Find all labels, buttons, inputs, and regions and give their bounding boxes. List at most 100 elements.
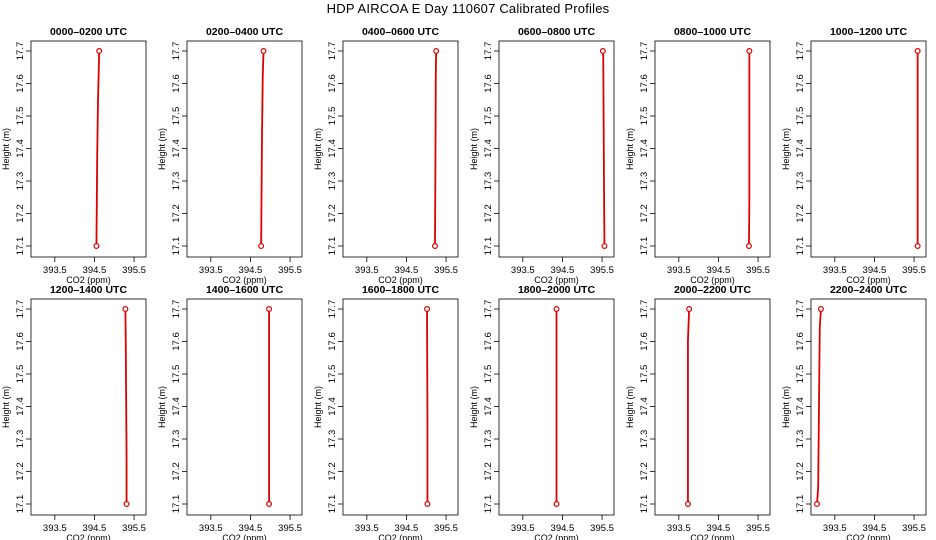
y-axis-label: Height (m) [781,128,791,170]
y-tick-label: 17.1 [795,237,806,256]
y-tick-label: 17.6 [639,332,650,351]
panel-title: 0800–1000 UTC [674,26,751,38]
y-tick-label: 17.6 [483,74,494,93]
y-tick-label: 17.1 [483,495,494,514]
y-tick-label: 17.4 [795,139,806,158]
y-tick-label: 17.5 [171,107,182,126]
x-tick-label: 395.5 [278,523,302,534]
x-axis-label: CO2 (ppm) [690,275,735,285]
y-tick-label: 17.6 [483,332,494,351]
y-tick-label: 17.1 [327,495,338,514]
x-tick-label: 394.5 [707,523,731,534]
y-tick-label: 17.3 [15,172,26,191]
panel-title: 0400–0600 UTC [362,26,439,38]
y-axis-label: Height (m) [157,386,167,428]
x-tick-label: 393.5 [667,265,691,276]
profile-point [96,47,103,54]
y-tick-label: 17.5 [327,365,338,384]
x-tick-label: 394.5 [863,523,887,534]
y-tick-label: 17.1 [483,237,494,256]
y-tick-label: 17.1 [15,495,26,514]
figure-title: HDP AIRCOA E Day 110607 Calibrated Profi… [326,1,610,16]
x-tick-label: 393.5 [823,265,847,276]
x-axis-label: CO2 (ppm) [378,533,423,540]
y-axis-label: Height (m) [1,128,11,170]
y-tick-label: 17.5 [795,365,806,384]
y-tick-label: 17.4 [483,397,494,416]
profile-line [260,50,265,247]
y-tick-label: 17.2 [15,204,26,223]
y-axis-label: Height (m) [157,128,167,170]
x-tick-label: 395.5 [902,523,926,534]
y-tick-label: 17.2 [171,204,182,223]
y-tick-label: 17.4 [795,397,806,416]
y-tick-label: 17.2 [483,462,494,481]
x-axis-label: CO2 (ppm) [222,533,267,540]
x-axis-label: CO2 (ppm) [222,275,267,285]
plot-frame [498,298,615,516]
y-tick-label: 17.4 [15,397,26,416]
x-axis-label: CO2 (ppm) [846,533,891,540]
panel-title: 1800–2000 UTC [518,284,595,296]
x-tick-label: 394.5 [239,265,263,276]
profile-point [93,243,100,250]
x-tick-label: 394.5 [395,265,419,276]
x-tick-label: 393.5 [511,523,535,534]
x-axis-label: CO2 (ppm) [66,533,111,540]
profile-point [553,306,560,313]
y-tick-label: 17.6 [171,332,182,351]
panel-title: 1000–1200 UTC [830,26,907,38]
plot-frame [30,298,147,516]
profile-line [816,308,822,505]
x-axis-label: CO2 (ppm) [534,533,579,540]
x-tick-label: 393.5 [199,265,223,276]
y-tick-label: 17.3 [15,430,26,449]
y-tick-label: 17.6 [795,74,806,93]
y-tick-label: 17.6 [171,74,182,93]
x-tick-label: 393.5 [511,265,535,276]
y-tick-label: 17.3 [639,430,650,449]
plot-frame [654,298,771,516]
x-tick-label: 395.5 [902,265,926,276]
y-tick-label: 17.4 [15,139,26,158]
y-tick-label: 17.2 [639,462,650,481]
y-tick-label: 17.7 [795,42,806,61]
plot-frame [342,298,459,516]
panel-title: 0600–0800 UTC [518,26,595,38]
plot-frame [186,40,303,258]
profile-point [266,306,273,313]
y-tick-label: 17.5 [639,107,650,126]
profile-point [684,501,691,508]
y-tick-label: 17.5 [15,365,26,384]
profile-line [434,50,438,247]
panel-title: 2200–2400 UTC [830,284,907,296]
x-tick-label: 393.5 [355,265,379,276]
x-axis-label: CO2 (ppm) [66,275,111,285]
profile-point [431,243,438,250]
x-tick-label: 395.5 [122,523,146,534]
y-tick-label: 17.6 [639,74,650,93]
panel-title: 1600–1800 UTC [362,284,439,296]
panel-title: 1200–1400 UTC [50,284,127,296]
x-axis-label: CO2 (ppm) [534,275,579,285]
y-tick-label: 17.6 [15,332,26,351]
panel-title: 0200–0400 UTC [206,26,283,38]
y-tick-label: 17.7 [483,300,494,319]
y-tick-label: 17.4 [327,397,338,416]
y-tick-label: 17.1 [639,495,650,514]
y-tick-label: 17.5 [171,365,182,384]
y-axis-label: Height (m) [313,128,323,170]
profile-line [95,50,101,247]
x-tick-label: 394.5 [83,265,107,276]
profile-point [258,243,265,250]
x-tick-label: 394.5 [83,523,107,534]
x-tick-label: 393.5 [355,523,379,534]
x-tick-label: 394.5 [551,523,575,534]
profile-point [424,501,431,508]
y-tick-label: 17.7 [171,300,182,319]
x-tick-label: 395.5 [746,523,770,534]
x-tick-label: 393.5 [667,523,691,534]
profile-line [687,308,691,504]
y-tick-label: 17.2 [795,204,806,223]
